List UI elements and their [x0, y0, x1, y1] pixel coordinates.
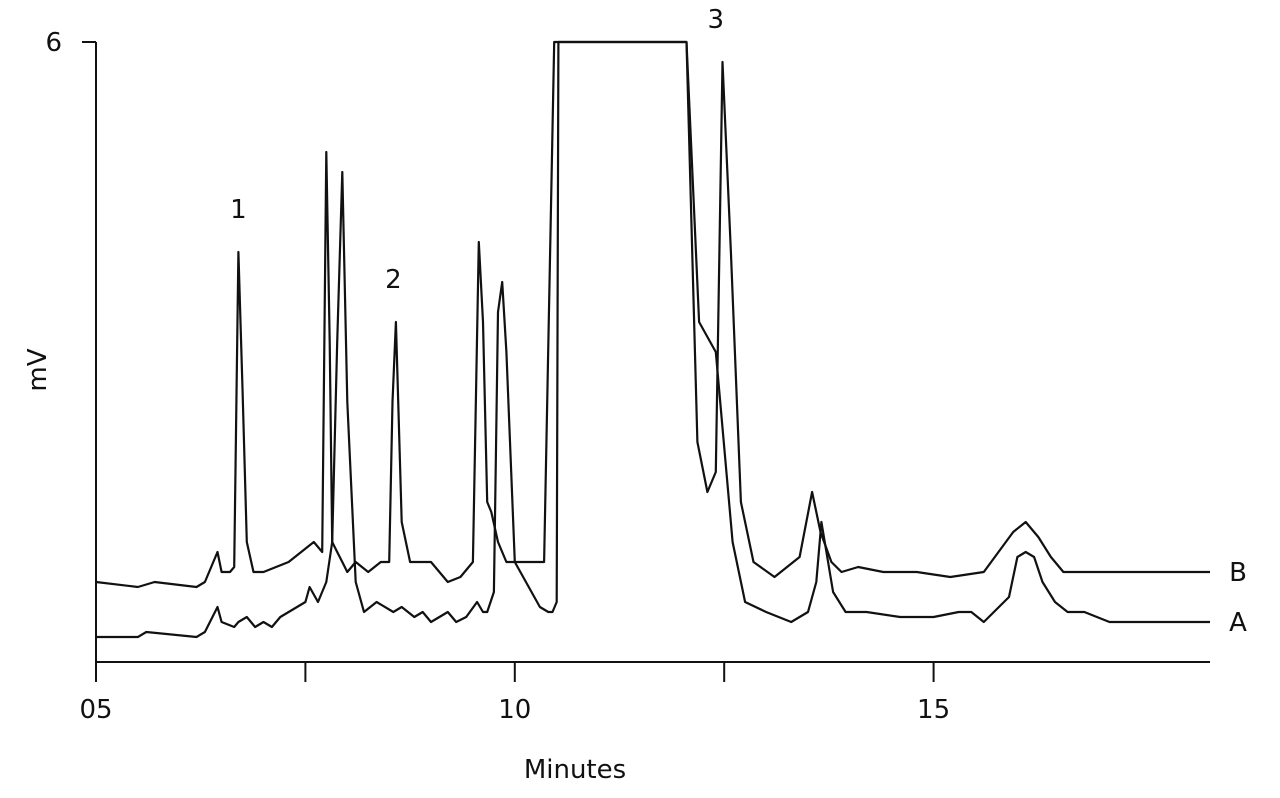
- series-labels: BA: [1229, 558, 1247, 638]
- x-tick-label-10: 10: [498, 695, 531, 725]
- series-label-B: B: [1229, 558, 1247, 588]
- x-tick-label-15: 15: [917, 695, 950, 725]
- y-tick-label-6: 6: [45, 28, 62, 58]
- axes: 6 05 10 15: [45, 28, 1210, 725]
- trace-A: [96, 40, 1210, 639]
- trace-B: [95, 40, 1210, 589]
- peak-label-1: 1: [230, 195, 247, 225]
- series-label-A: A: [1229, 608, 1247, 638]
- x-ticks: 05 10 15: [79, 662, 950, 725]
- peak-label-3: 3: [708, 5, 725, 35]
- y-axis-label: mV: [23, 348, 53, 391]
- x-tick-label-05: 05: [79, 695, 112, 725]
- peak-labels: 1 2 3: [230, 5, 724, 295]
- traces: [95, 40, 1210, 639]
- x-axis-label: Minutes: [524, 755, 626, 785]
- peak-label-2: 2: [385, 265, 402, 295]
